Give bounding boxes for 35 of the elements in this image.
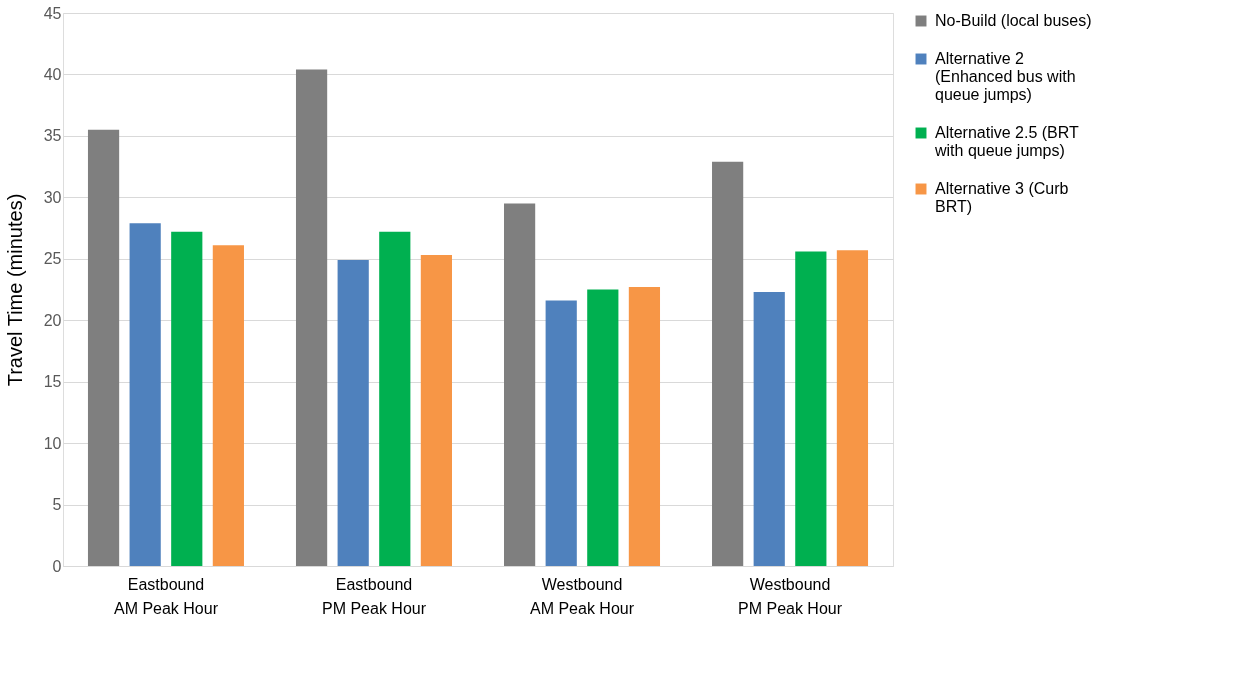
bar: [628, 287, 661, 566]
bar: [836, 250, 869, 566]
bar: [379, 231, 411, 566]
legend-label: No-Build (local buses): [935, 12, 1092, 29]
bar: [753, 291, 785, 566]
bar: [504, 203, 536, 566]
y-tick-label: 45: [43, 4, 62, 22]
bar: [545, 300, 577, 566]
y-tick-label: 0: [52, 557, 62, 575]
y-tick-label: 15: [43, 373, 62, 391]
legend-label: Alternative 2 (Enhanced bus with queue jumps): [935, 50, 1076, 103]
y-tick-label: 40: [43, 65, 62, 83]
y-tick-label: 10: [43, 434, 62, 452]
y-tick-label: 5: [52, 496, 62, 514]
bar: [171, 231, 203, 566]
bar: [212, 245, 244, 566]
bar: [337, 260, 369, 566]
x-tick-label: Westbound PM Peak Hour: [738, 575, 843, 617]
y-axis-title: Travel Time (minutes): [3, 193, 26, 387]
y-tick-label: 35: [43, 127, 62, 145]
bar: [795, 251, 827, 566]
x-tick-label: Westbound AM Peak Hour: [529, 575, 635, 617]
bar: [587, 289, 619, 566]
x-tick-label: Eastbound AM Peak Hour: [113, 575, 219, 617]
bar: [712, 161, 744, 566]
bar: [420, 255, 452, 566]
y-tick-label: 20: [43, 311, 62, 329]
x-tick-label: Eastbound PM Peak Hour: [321, 575, 427, 617]
legend-label: Alternative 3 (Curb BRT): [935, 180, 1069, 215]
legend-label: Alternative 2.5 (BRT with queue jumps): [934, 124, 1079, 159]
bar: [129, 223, 161, 566]
bar: [295, 69, 328, 566]
y-tick-label: 25: [43, 250, 62, 268]
bar: [87, 129, 120, 566]
y-tick-label: 30: [43, 188, 62, 206]
